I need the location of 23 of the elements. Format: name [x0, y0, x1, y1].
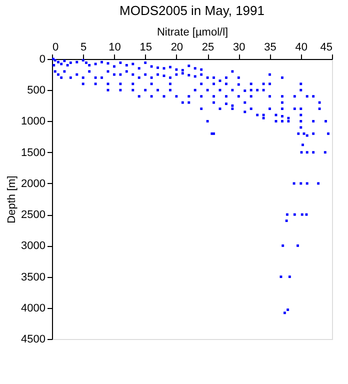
y-tick-label: 500 [27, 84, 46, 97]
y-axis-title: Depth [m] [6, 176, 18, 224]
x-tick-label: 25 [202, 42, 214, 54]
x-tick-label: 30 [233, 42, 246, 54]
x-tick-label: 35 [264, 42, 276, 54]
x-tick-label: 20 [170, 42, 184, 54]
y-tick-label: 0 [39, 54, 46, 66]
y-tick-label: 2500 [21, 209, 46, 222]
y-tick-label: 3000 [21, 240, 46, 252]
y-tick-label: 2000 [21, 178, 46, 190]
y-tick-label: 4500 [21, 334, 46, 346]
y-tick-label: 3500 [21, 271, 46, 284]
y-tick-label: 4000 [21, 302, 46, 314]
x-axis-title: Nitrate [µmol/l] [156, 26, 228, 38]
y-tick-label: 1500 [21, 146, 46, 159]
chart-title: MODS2005 in May, 1991 [120, 3, 264, 18]
x-tick-label: 10 [108, 42, 121, 54]
x-tick-label: 45 [320, 42, 332, 54]
x-tick-label: 15 [140, 42, 152, 54]
x-tick-label: 5 [80, 42, 87, 54]
x-tick-label: 0 [52, 42, 59, 54]
x-tick-label: 40 [295, 42, 308, 54]
y-tick-label: 1000 [21, 116, 46, 128]
